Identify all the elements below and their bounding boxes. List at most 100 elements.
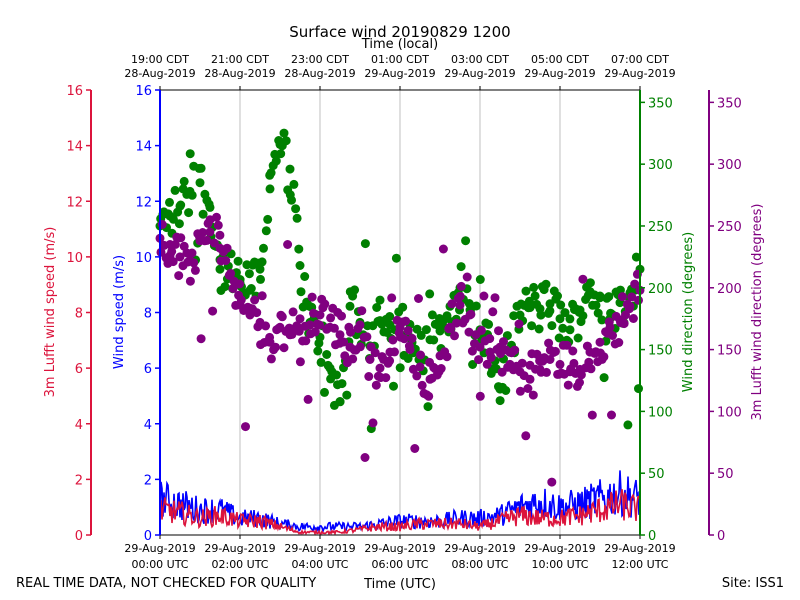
lufft-direction-point	[634, 295, 643, 305]
wind-speed-axis-tick-label-0: 0	[144, 529, 152, 544]
wind-direction-point	[220, 282, 230, 292]
lufft-direction-point	[450, 331, 459, 341]
lufft-direction-point	[410, 444, 420, 453]
lufft-direction-point	[575, 378, 584, 387]
lufft-direction-point	[167, 246, 177, 256]
lufft-direction-point	[364, 372, 374, 381]
wind-speed-axis-tick-label-5: 10	[135, 251, 152, 266]
wind-speed-axis-tick-label-7: 14	[135, 140, 152, 155]
lufft-direction-point	[599, 352, 609, 362]
lufft-direction-anchor-point	[295, 314, 305, 324]
lufft-direction-axis-tick-label-4: 200	[717, 282, 742, 297]
lufft-direction-point	[250, 295, 260, 305]
lufft-direction-anchor-point	[405, 345, 415, 355]
lufft-direction-point	[488, 307, 498, 317]
lufft-direction-points	[155, 212, 645, 487]
lufft-direction-anchor-point	[465, 310, 475, 320]
wind-direction-point	[456, 262, 466, 272]
top-tick-date-0: 28-Aug-2019	[124, 67, 195, 80]
wind-direction-axis-tick-label-5: 250	[648, 220, 673, 235]
wind-direction-point	[395, 363, 405, 373]
wind-direction-point	[313, 346, 323, 356]
lufft-speed-axis-tick-label-4: 8	[75, 307, 83, 322]
lufft-direction-point	[196, 334, 206, 344]
wind-direction-axis-tick-label-2: 100	[648, 405, 673, 420]
lufft-direction-point	[568, 346, 578, 356]
lufft-direction-anchor-point	[335, 330, 345, 340]
wind-direction-axis-title: Wind direction (degrees)	[681, 232, 696, 392]
lufft-direction-point	[464, 327, 474, 337]
wind-direction-point	[541, 279, 551, 289]
lufft-direction-anchor-point	[255, 317, 265, 327]
wind-direction-anchor-point	[195, 178, 205, 188]
lufft-direction-point	[479, 291, 489, 301]
wind-direction-point	[266, 168, 276, 178]
wind-speed-axis-title: Wind speed (m/s)	[112, 255, 127, 369]
lufft-direction-point	[315, 320, 324, 330]
lufft-direction-point	[414, 294, 423, 303]
bottom-tick-date-3: 29-Aug-2019	[364, 542, 435, 555]
wind-direction-point	[545, 306, 555, 316]
lufft-direction-point	[279, 343, 289, 353]
lufft-direction-point	[608, 331, 617, 340]
wind-direction-anchor-point	[175, 201, 185, 211]
wind-direction-point	[398, 302, 408, 312]
lufft-direction-point	[266, 354, 276, 364]
lufft-direction-point	[482, 359, 492, 369]
wind-direction-anchor-point	[385, 320, 395, 330]
lufft-direction-anchor-point	[625, 301, 635, 311]
top-tick-date-3: 29-Aug-2019	[364, 67, 435, 80]
lufft-direction-point	[521, 431, 531, 441]
plot-data	[155, 128, 645, 536]
lufft-direction-point	[476, 325, 486, 335]
lufft-direction-point	[455, 291, 465, 301]
lufft-direction-point	[587, 410, 597, 420]
quality-disclaimer: REAL TIME DATA, NOT CHECKED FOR QUALITY	[16, 576, 316, 591]
lufft-speed-axis-tick-label-3: 6	[75, 362, 83, 377]
lufft-direction-anchor-point	[535, 364, 545, 374]
lufft-direction-point	[547, 477, 557, 487]
lufft-direction-anchor-point	[285, 330, 295, 340]
axes: 29-Aug-2019 00:00 UTC 29-Aug-2019 02:00 UTC…	[66, 53, 741, 571]
bottom-tick-date-5: 29-Aug-2019	[524, 542, 595, 555]
wind-direction-point	[259, 243, 268, 253]
lufft-direction-point	[381, 373, 391, 383]
wind-direction-point	[527, 321, 537, 331]
lufft-direction-point	[474, 355, 484, 365]
wind-direction-anchor-point	[205, 202, 215, 212]
wind-direction-anchor-point	[495, 384, 505, 394]
lufft-direction-point	[215, 230, 225, 240]
top-tick-date-4: 29-Aug-2019	[444, 67, 515, 80]
lufft-direction-point	[528, 390, 538, 400]
lufft-direction-point	[578, 274, 588, 284]
wind-direction-point	[196, 163, 206, 173]
wind-direction-point	[529, 282, 539, 292]
wind-direction-axis-tick-label-3: 150	[648, 344, 673, 359]
wind-direction-point	[256, 274, 265, 284]
lufft-direction-anchor-point	[455, 300, 465, 310]
bottom-tick-date-0: 29-Aug-2019	[124, 542, 195, 555]
lufft-direction-point	[523, 384, 533, 393]
lufft-direction-point	[283, 240, 293, 249]
lufft-direction-anchor-point	[375, 363, 385, 373]
wind-direction-anchor-point	[545, 299, 555, 309]
top-tick-time-6: 07:00 CDT	[611, 53, 669, 66]
lufft-direction-anchor-point	[445, 322, 455, 332]
lufft-direction-anchor-point	[175, 252, 185, 262]
lufft-direction-point	[494, 326, 503, 336]
wind-direction-point	[521, 286, 531, 296]
lufft-direction-anchor-point	[495, 342, 505, 352]
lufft-direction-anchor-point	[225, 270, 235, 280]
wind-direction-point	[296, 287, 306, 297]
lufft-direction-point	[403, 326, 413, 336]
wind-direction-point	[174, 219, 184, 229]
wind-direction-point	[442, 311, 452, 321]
wind-direction-axis-tick-label-1: 50	[648, 467, 665, 482]
wind-direction-point	[604, 292, 614, 302]
wind-direction-point	[316, 357, 326, 367]
wind-direction-point	[337, 379, 347, 389]
lufft-direction-point	[303, 394, 313, 404]
bottom-axis-title: Time (UTC)	[363, 577, 436, 592]
wind-direction-point	[553, 291, 562, 301]
